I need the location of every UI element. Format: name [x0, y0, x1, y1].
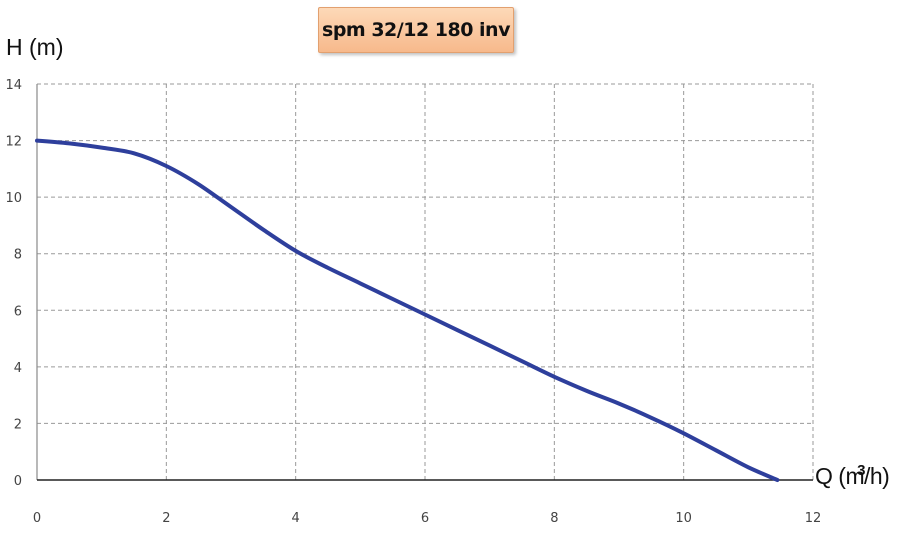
y-tick-label: 0: [14, 474, 22, 489]
x-tick-label: 0: [33, 511, 41, 526]
y-tick-label: 4: [14, 361, 22, 376]
axes: [36, 84, 813, 481]
x-tick-label: 10: [675, 511, 692, 526]
x-axis-label-main: Q (m: [815, 463, 865, 489]
series-line: [35, 138, 780, 482]
x-tick-labels: 0 2 4 6 8 10 12: [33, 511, 821, 526]
x-axis-label-end: /h): [863, 463, 890, 489]
y-tick-labels: 0 2 4 6 8 10 12 14: [5, 78, 22, 489]
y-tick-label: 8: [14, 248, 22, 263]
y-tick-label: 2: [14, 417, 22, 432]
x-axis-label: Q (m3/h): [815, 462, 890, 490]
x-tick-label: 6: [421, 511, 429, 526]
grid-lines: [37, 83, 814, 480]
y-axis-label: H (m): [6, 34, 64, 60]
chart-title: spm 32/12 180 inv: [318, 7, 514, 53]
x-tick-label: 2: [162, 511, 170, 526]
y-tick-label: 6: [14, 304, 22, 319]
y-tick-label: 14: [5, 78, 22, 93]
x-axis-label-superscript: 3: [857, 462, 865, 479]
y-tick-label: 10: [5, 191, 22, 206]
series-layer: [35, 138, 780, 482]
x-tick-label: 12: [805, 511, 822, 526]
y-tick-label: 12: [5, 135, 22, 150]
x-tick-label: 8: [550, 511, 558, 526]
x-tick-label: 4: [292, 511, 300, 526]
